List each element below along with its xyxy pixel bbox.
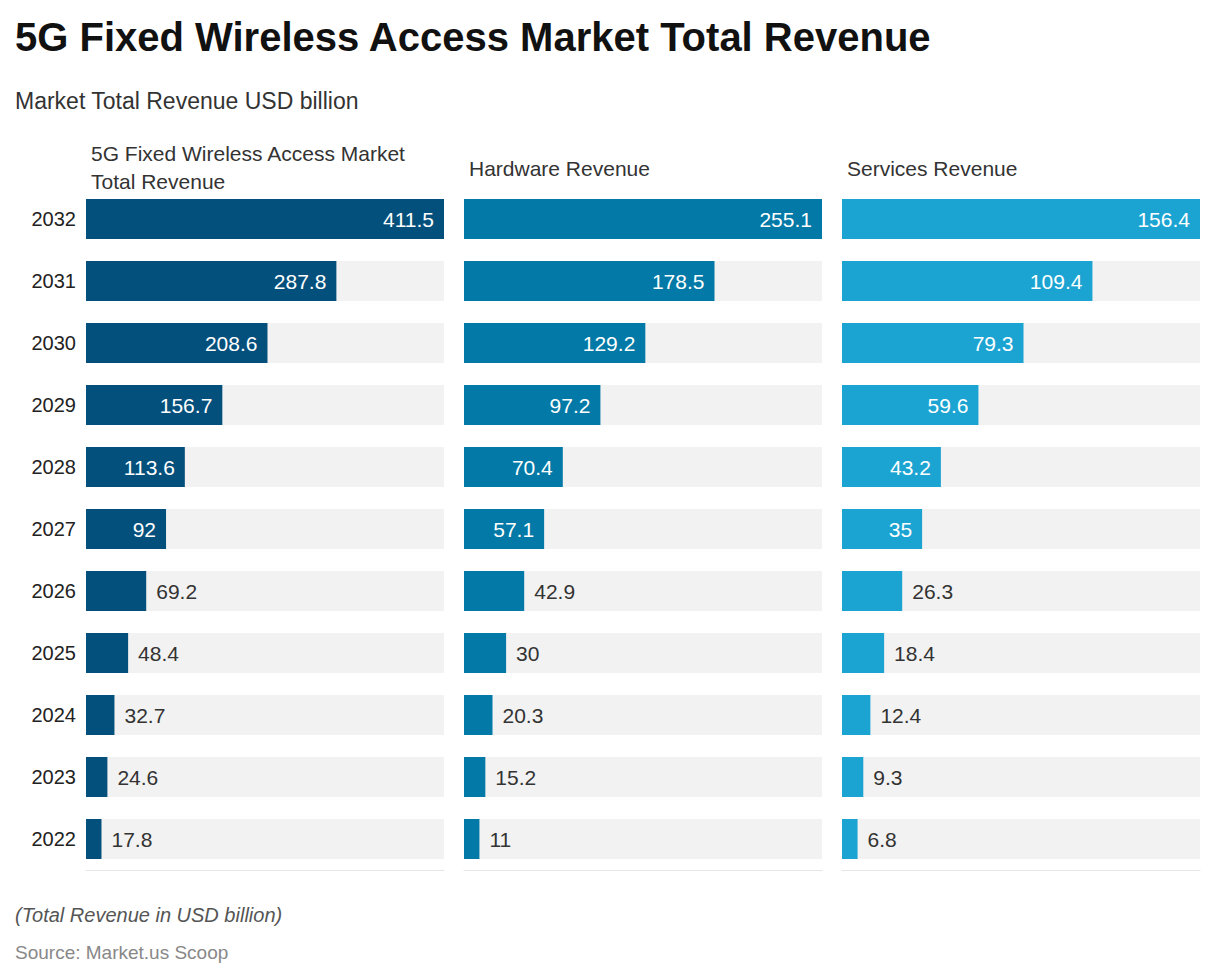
- svg-text:69.2: 69.2: [156, 580, 197, 603]
- svg-text:411.5: 411.5: [383, 208, 434, 231]
- svg-text:24.6: 24.6: [117, 766, 158, 789]
- svg-text:15.2: 15.2: [495, 766, 536, 789]
- svg-text:109.4: 109.4: [1030, 270, 1083, 293]
- svg-text:92: 92: [133, 518, 156, 541]
- svg-text:2028: 2028: [32, 456, 77, 478]
- svg-text:79.3: 79.3: [973, 332, 1014, 355]
- svg-text:48.4: 48.4: [138, 642, 179, 665]
- svg-text:2031: 2031: [32, 270, 77, 292]
- svg-text:Services Revenue: Services Revenue: [847, 157, 1017, 180]
- svg-text:57.1: 57.1: [493, 518, 534, 541]
- svg-text:17.8: 17.8: [111, 828, 152, 851]
- svg-text:20.3: 20.3: [502, 704, 543, 727]
- svg-text:9.3: 9.3: [873, 766, 902, 789]
- svg-text:156.7: 156.7: [160, 394, 213, 417]
- svg-text:2024: 2024: [32, 704, 77, 726]
- svg-text:59.6: 59.6: [928, 394, 969, 417]
- svg-text:208.6: 208.6: [205, 332, 258, 355]
- svg-text:43.2: 43.2: [890, 456, 931, 479]
- svg-text:Hardware Revenue: Hardware Revenue: [469, 157, 650, 180]
- svg-text:6.8: 6.8: [868, 828, 897, 851]
- svg-text:26.3: 26.3: [912, 580, 953, 603]
- svg-text:156.4: 156.4: [1137, 208, 1190, 231]
- svg-text:42.9: 42.9: [534, 580, 575, 603]
- svg-text:2023: 2023: [32, 766, 77, 788]
- svg-text:287.8: 287.8: [274, 270, 327, 293]
- svg-text:5G Fixed Wireless Access Marke: 5G Fixed Wireless Access Market Total Re…: [15, 15, 931, 59]
- svg-text:113.6: 113.6: [124, 456, 175, 479]
- svg-text:11: 11: [489, 828, 511, 851]
- svg-text:2026: 2026: [32, 580, 77, 602]
- svg-text:Source: Market.us Scoop: Source: Market.us Scoop: [15, 942, 228, 963]
- svg-text:32.7: 32.7: [124, 704, 165, 727]
- svg-text:2032: 2032: [32, 208, 77, 230]
- svg-text:Market Total Revenue USD billi: Market Total Revenue USD billion: [15, 88, 358, 114]
- svg-text:2029: 2029: [32, 394, 77, 416]
- svg-text:35: 35: [889, 518, 912, 541]
- svg-text:2027: 2027: [32, 518, 77, 540]
- svg-text:30: 30: [516, 642, 539, 665]
- svg-text:18.4: 18.4: [894, 642, 935, 665]
- svg-text:178.5: 178.5: [652, 270, 705, 293]
- svg-text:5G Fixed Wireless Access Marke: 5G Fixed Wireless Access Market: [91, 142, 411, 165]
- svg-text:Total Revenue: Total Revenue: [91, 170, 225, 193]
- svg-text:12.4: 12.4: [880, 704, 921, 727]
- svg-text:2025: 2025: [32, 642, 77, 664]
- svg-text:129.2: 129.2: [583, 332, 636, 355]
- svg-text:2030: 2030: [32, 332, 77, 354]
- svg-text:(Total Revenue in USD billion): (Total Revenue in USD billion): [15, 904, 282, 926]
- svg-text:97.2: 97.2: [550, 394, 591, 417]
- svg-text:70.4: 70.4: [512, 456, 553, 479]
- svg-text:255.1: 255.1: [759, 208, 812, 231]
- svg-text:2022: 2022: [32, 828, 77, 850]
